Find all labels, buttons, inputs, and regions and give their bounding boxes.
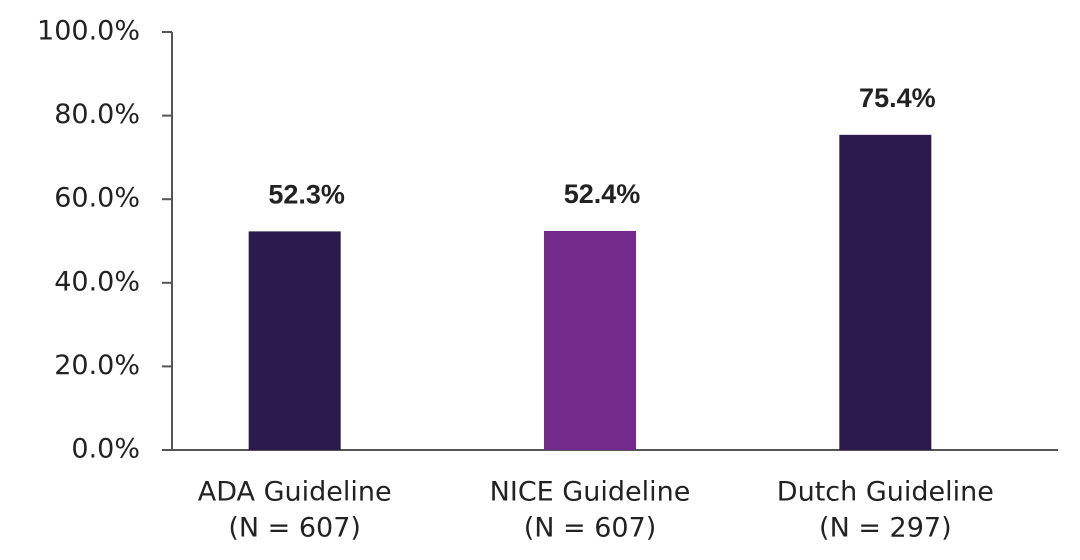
y-tick-label: 40.0% — [54, 266, 140, 297]
bar — [248, 231, 341, 450]
bar — [544, 230, 636, 450]
x-tick-label: NICE Guideline — [490, 477, 691, 508]
y-tick-label: 60.0% — [54, 183, 140, 214]
y-tick-label: 0.0% — [71, 434, 140, 465]
x-tick-label: (N = 297) — [819, 513, 952, 544]
y-tick-label: 80.0% — [54, 99, 140, 130]
value-label: 75.4% — [859, 83, 936, 113]
x-tick-label: (N = 607) — [228, 513, 361, 544]
x-tick-label: (N = 607) — [524, 513, 657, 544]
bar — [839, 134, 932, 450]
value-label: 52.4% — [564, 179, 641, 209]
x-tick-label: Dutch Guideline — [777, 477, 994, 508]
y-tick-label: 20.0% — [54, 350, 140, 381]
x-tick-label: ADA Guideline — [198, 477, 392, 508]
y-tick-label: 100.0% — [37, 16, 140, 47]
value-label: 52.3% — [268, 180, 345, 210]
